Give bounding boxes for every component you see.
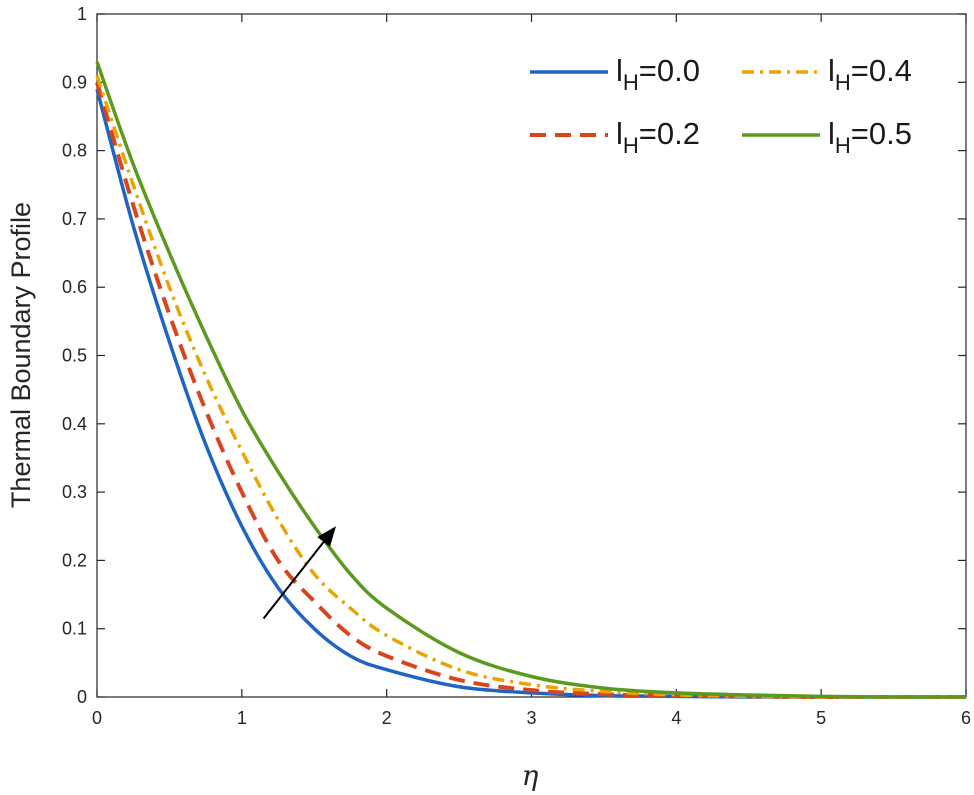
x-tick-label: 0 xyxy=(92,708,102,728)
x-tick-label: 3 xyxy=(526,708,536,728)
y-tick-label: 0.1 xyxy=(62,619,87,639)
x-tick-label: 5 xyxy=(816,708,826,728)
series-line-0 xyxy=(95,88,966,699)
x-axis-label: η xyxy=(522,759,539,792)
legend-label-3: lH=0.5 xyxy=(828,116,912,158)
annotation-arrow-shaft xyxy=(262,541,325,620)
y-tick-label: 1 xyxy=(77,4,87,24)
series-line-1 xyxy=(95,81,966,700)
y-tick-label: 0.2 xyxy=(62,550,87,570)
series-line-2 xyxy=(95,74,966,699)
y-axis-label: Thermal Boundary Profile xyxy=(6,202,36,508)
x-tick-label: 2 xyxy=(382,708,392,728)
y-tick-label: 0.7 xyxy=(62,209,87,229)
annotation-arrow-head xyxy=(317,526,336,547)
plot-area-border xyxy=(96,13,967,698)
annotation xyxy=(262,526,336,620)
legend: lH=0.0 lH=0.2 lH=0.4 lH=0.5 xyxy=(530,53,912,158)
legend-label-0: lH=0.0 xyxy=(616,53,700,95)
plot-frame xyxy=(96,13,967,698)
series-line-3 xyxy=(95,61,967,699)
y-tick-label: 0.5 xyxy=(62,346,87,366)
y-tick-label: 0.6 xyxy=(62,277,87,297)
y-tick-label: 0.8 xyxy=(62,141,87,161)
y-tick-label: 0 xyxy=(77,687,87,707)
y-tick-label: 0.9 xyxy=(62,72,87,92)
axis-ticks: 0 1 2 3 4 5 6 0 0.1 0.2 0.3 0.4 0.5 0.6 0.7 0.8 0.9 1 xyxy=(62,4,971,728)
series-lines xyxy=(95,61,967,700)
y-tick-label: 0.3 xyxy=(62,482,87,502)
x-tick-label: 1 xyxy=(237,708,247,728)
x-tick-label: 4 xyxy=(671,708,681,728)
x-tick-label: 6 xyxy=(961,708,971,728)
legend-label-1: lH=0.2 xyxy=(616,116,700,158)
y-tick-label: 0.4 xyxy=(62,414,87,434)
legend-label-2: lH=0.4 xyxy=(828,53,912,95)
